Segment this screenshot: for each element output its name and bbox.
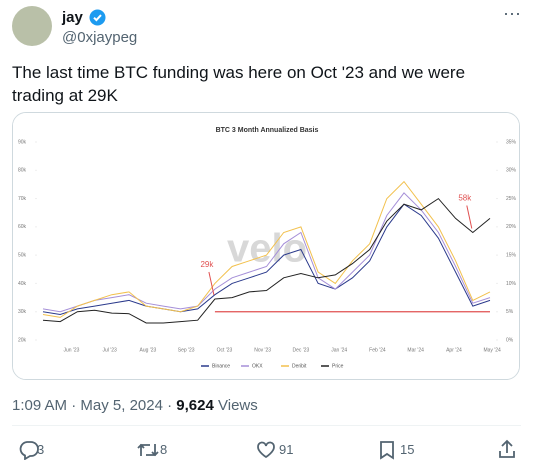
y2-tick-label: 35% [506,139,517,145]
x-tick-label: Sep '23 [178,347,195,353]
series-line [42,203,491,316]
y2-tick-label: 0% [506,337,514,343]
repost-count: 8 [160,442,168,457]
y-tick-label: 60k [18,224,27,230]
x-tick-label: Jun '23 [63,347,79,353]
x-tick-label: Oct '23 [217,347,233,353]
reply-icon[interactable] [19,440,39,460]
share-icon[interactable] [497,439,517,459]
views-label: Views [218,397,258,414]
y2-tick-label: 10% [506,281,517,287]
views-count: 9,624 [176,397,214,414]
divider [12,425,521,426]
series-line [42,197,491,324]
legend-label: Price [332,363,344,369]
annotation-arrow [466,205,473,229]
avatar[interactable] [12,6,52,46]
timestamp: 1:09 AM · May 5, 2024 · 9,624 Views [12,397,258,414]
chart-title: BTC 3 Month Annualized Basis [216,127,319,134]
time[interactable]: 1:09 AM [12,397,68,414]
y-tick-label: 50k [18,252,27,258]
author-handle[interactable]: @0xjaypeg [62,29,138,46]
like-icon[interactable] [256,440,276,460]
y-tick-label: 30k [18,309,27,315]
x-tick-label: Aug '23 [140,347,157,353]
watermark: velo [227,227,307,271]
chart-background [13,113,519,379]
separator: · [71,397,77,414]
x-tick-label: Nov '23 [254,347,271,353]
y2-tick-label: 30% [506,168,517,174]
y2-tick-label: 20% [506,224,517,230]
y-tick-label: 40k [18,281,27,287]
annotation-arrow [208,271,215,296]
repost-icon[interactable] [137,440,159,460]
tweet-text: The last time BTC funding was here on Oc… [12,63,466,105]
y2-tick-label: 25% [506,196,517,202]
like-count: 91 [279,442,294,457]
bookmark-icon[interactable] [377,440,397,460]
x-tick-label: Mar '24 [407,347,424,353]
date[interactable]: May 5, 2024 [80,397,163,414]
annotation: 58k [458,194,472,203]
y-tick-label: 90k [18,139,27,145]
series-line [42,180,491,318]
x-tick-label: Jan '24 [331,347,347,353]
legend-label: OKX [252,363,263,369]
chart: BTC 3 Month Annualized Basis velo 20k 30k 40… [13,113,519,379]
media[interactable]: BTC 3 Month Annualized Basis velo 20k 30k 40… [12,112,520,380]
bookmark-count: 15 [400,442,415,457]
y-tick-label: 20k [18,337,27,343]
y-tick-label: 80k [18,168,27,174]
more-menu[interactable]: ⋯ [503,4,521,24]
y2-tick-label: 15% [506,252,517,258]
reply-count: 3 [37,442,45,457]
legend-label: Binance [212,363,230,369]
y-tick-label: 70k [18,196,27,202]
author-name[interactable]: jay [62,9,83,26]
y2-tick-label: 5% [506,309,514,315]
annotation: 29k [200,260,214,269]
verified-badge [89,9,106,26]
series-line [42,192,491,313]
legend-label: Deribit [292,363,307,369]
x-tick-label: Apr '24 [446,347,462,353]
x-tick-label: Feb '24 [369,347,386,353]
separator: · [167,397,173,414]
x-tick-label: Dec '23 [293,347,310,353]
x-tick-label: May '24 [483,347,501,353]
x-tick-label: Jul '23 [103,347,118,353]
